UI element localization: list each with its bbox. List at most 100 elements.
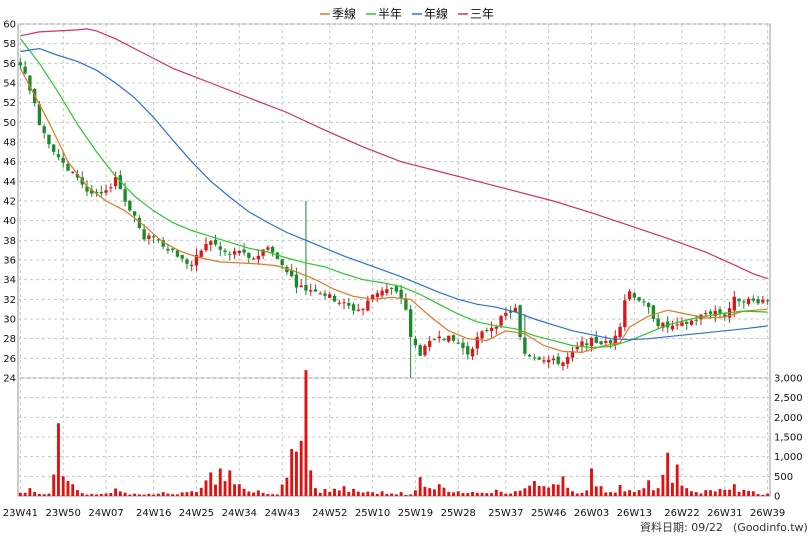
volume-bar <box>176 494 179 496</box>
volume-bar <box>337 490 341 496</box>
volume-bar <box>52 474 56 496</box>
candle-body <box>185 259 189 264</box>
candle-body <box>561 362 565 366</box>
x-tick-label: 23W50 <box>46 508 81 519</box>
volume-bar <box>33 491 37 496</box>
candle-body <box>451 335 456 341</box>
volume-bar <box>690 491 693 496</box>
volume-bar <box>394 494 398 496</box>
volume-bar <box>218 468 222 496</box>
volume-bar <box>747 490 751 496</box>
volume-bar <box>133 493 137 496</box>
quarter-ma-line <box>19 68 768 354</box>
candle-body <box>256 255 261 260</box>
candle-body <box>109 187 113 189</box>
x-tick-label: 24W43 <box>264 508 299 519</box>
candle-body <box>285 267 289 273</box>
volume-bar <box>709 490 712 496</box>
candle-body <box>637 297 641 301</box>
volume-bar <box>18 492 22 496</box>
volume-bar <box>342 486 346 496</box>
volume-bar <box>680 485 684 496</box>
candle-body <box>585 343 589 346</box>
candle-body <box>275 252 280 260</box>
price-candles <box>18 57 770 378</box>
x-tick-label: 25W46 <box>531 508 566 519</box>
candle-body <box>356 309 360 311</box>
volume-bar <box>309 470 313 496</box>
volume-bar <box>580 492 584 496</box>
candle-body <box>304 284 308 291</box>
volume-bar <box>109 493 113 496</box>
candle-body <box>199 250 203 257</box>
candle-body <box>389 287 394 289</box>
volume-bar <box>604 492 608 496</box>
candle-body <box>661 322 665 328</box>
volume-bar <box>152 494 156 496</box>
volume-bar <box>271 494 275 496</box>
candle-body <box>261 249 265 256</box>
volume-bar <box>571 491 574 496</box>
candle-body <box>618 326 622 338</box>
x-tick-label: 26W13 <box>617 508 652 519</box>
data-date-label: 資料日期: 09/22 <box>640 520 723 534</box>
candle-body <box>646 303 651 307</box>
volume-bar <box>347 492 351 496</box>
x-tick-label: 25W28 <box>441 508 476 519</box>
volume-bar <box>552 484 555 496</box>
candle-body <box>518 305 522 337</box>
chart-legend: 季線 半年 年線 三年 <box>320 6 494 21</box>
candle-body <box>66 163 70 171</box>
price-tick-label: 34 <box>3 275 16 286</box>
volume-bar <box>756 494 760 496</box>
candle-body <box>580 341 584 346</box>
candle-body <box>75 174 80 178</box>
volume-bar <box>433 489 436 496</box>
volume-bar <box>328 491 332 496</box>
volume-bar <box>361 492 365 496</box>
candle-body <box>680 322 684 326</box>
candle-body <box>456 342 460 344</box>
volume-bar <box>718 489 722 496</box>
year-ma-line <box>20 47 768 341</box>
candle-body <box>428 340 432 347</box>
candle-body <box>751 298 756 301</box>
volume-bar <box>390 493 394 496</box>
volume-bar <box>632 491 636 496</box>
candle-body <box>194 254 199 266</box>
candle-body <box>604 341 608 343</box>
volume-bar <box>637 490 641 496</box>
candle-body <box>485 329 489 331</box>
candle-body <box>309 290 313 292</box>
price-tick-label: 48 <box>3 138 16 149</box>
candle-body <box>756 299 760 304</box>
candle-body <box>290 269 294 277</box>
volume-bar <box>556 484 560 496</box>
candle-body <box>418 345 422 356</box>
candle-body <box>761 299 765 303</box>
volume-bar <box>366 491 370 496</box>
candle-body <box>56 154 61 158</box>
volume-bar <box>461 493 465 496</box>
candle-body <box>190 264 194 266</box>
candle-body <box>737 298 741 302</box>
volume-bar <box>161 492 165 496</box>
price-tick-label: 28 <box>3 334 16 345</box>
volume-bar <box>471 491 474 496</box>
candle-body <box>765 300 770 302</box>
volume-bar <box>352 488 355 496</box>
price-tick-label: 46 <box>3 157 16 168</box>
candle-body <box>151 236 156 238</box>
price-tick-label: 32 <box>3 295 16 306</box>
volume-bar <box>671 482 674 496</box>
volume-bar <box>523 488 527 496</box>
volume-bar <box>99 494 103 496</box>
volume-bar <box>761 494 765 496</box>
half-year-ma-line <box>19 38 768 349</box>
volume-bar <box>547 487 551 496</box>
volume-bar <box>156 493 160 496</box>
volume-bar <box>166 493 170 496</box>
volume-bar <box>247 491 251 496</box>
volume-bar <box>356 491 360 496</box>
